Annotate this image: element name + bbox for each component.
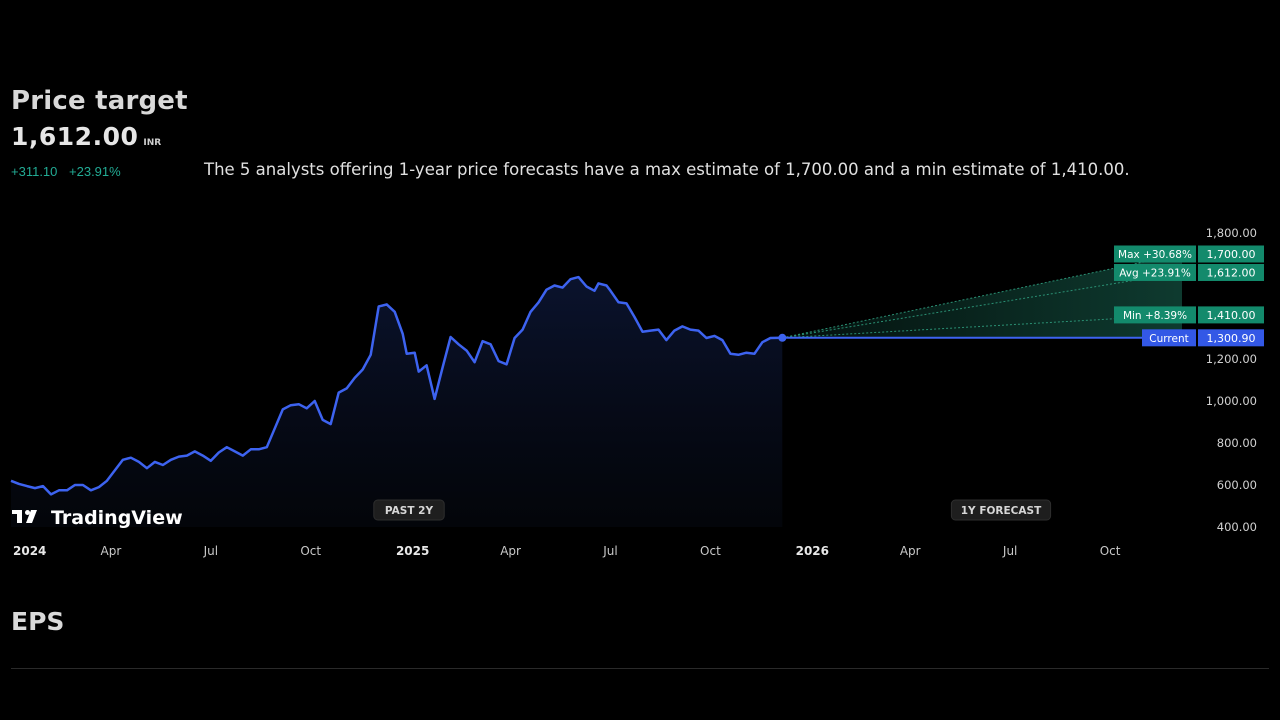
label-pct-bg (1142, 329, 1196, 347)
label-value-bg (1198, 263, 1264, 281)
period-badges: PAST 2Y 1Y FORECAST (373, 499, 1052, 521)
tradingview-logo-text: TradingView (51, 507, 183, 529)
x-tick-label: Jul (602, 544, 617, 558)
price-row: 1,612.00 INR (11, 122, 161, 151)
y-tick-label: 400.00 (1217, 520, 1257, 534)
x-axis: 2024 Apr Jul Oct 2025 Apr Jul Oct 2026 Apr Jul Oct (13, 544, 1121, 558)
past-period-badge: PAST 2Y (385, 505, 434, 517)
x-tick-label: Apr (900, 544, 921, 558)
x-tick-label: Oct (300, 544, 321, 558)
label-pct-bg (1114, 263, 1196, 281)
label-avg-pct: Avg +23.91% (1119, 267, 1191, 279)
label-value-bg (1198, 306, 1264, 324)
section-divider (11, 668, 1269, 669)
label-current-pct: Current (1149, 333, 1188, 345)
current-price-point (778, 333, 787, 342)
price-target-value: 1,612.00 (11, 122, 139, 151)
forecast-avg-line (782, 271, 1183, 339)
past-period-badge-bg (373, 499, 445, 521)
y-axis: 400.00 600.00 800.00 1,000.00 1,200.00 1,800.… (1206, 226, 1257, 534)
plot-area (10, 253, 1183, 527)
x-tick-label: 2025 (396, 544, 429, 558)
label-avg-value: 1,612.00 (1207, 266, 1256, 279)
forecast-period-badge-bg (950, 499, 1052, 521)
label-max-pct: Max +30.68% (1118, 249, 1192, 261)
eps-section-title: EPS (11, 607, 65, 636)
label-min-value: 1,410.00 (1207, 309, 1256, 322)
change-absolute: +311.10 (11, 164, 58, 179)
page-title: Price target (11, 86, 188, 116)
label-pct-bg (1114, 245, 1196, 263)
y-tick-label: 1,000.00 (1206, 394, 1257, 408)
x-tick-label: Oct (700, 544, 721, 558)
label-min-pct: Min +8.39% (1123, 310, 1187, 322)
past-price-line (10, 275, 783, 496)
x-tick-label: 2024 (13, 544, 46, 558)
change-percent: +23.91% (69, 164, 121, 179)
tradingview-logo: TradingView (12, 507, 183, 529)
forecast-period-badge: 1Y FORECAST (961, 505, 1042, 517)
x-tick-label: 2026 (796, 544, 829, 558)
analyst-summary: The 5 analysts offering 1-year price for… (204, 160, 1130, 179)
forecast-price-labels: Max +30.68% 1,700.00 Avg +23.91% 1,612.00 Mi… (1114, 245, 1264, 347)
x-tick-label: Apr (101, 544, 122, 558)
y-tick-label: 600.00 (1217, 478, 1257, 492)
past-price-area (11, 277, 783, 527)
label-current-value: 1,300.90 (1207, 332, 1256, 345)
x-tick-label: Oct (1100, 544, 1121, 558)
label-pct-bg (1114, 306, 1196, 324)
label-value-bg (1198, 329, 1264, 347)
price-target-chart[interactable]: 400.00 600.00 800.00 1,000.00 1,200.00 1,800.… (0, 215, 1280, 565)
x-tick-label: Apr (500, 544, 521, 558)
y-tick-label: 800.00 (1217, 436, 1257, 450)
label-value-bg (1198, 245, 1264, 263)
x-tick-label: Jul (1002, 544, 1017, 558)
price-change: +311.10 +23.91% (11, 164, 121, 179)
x-tick-label: Jul (203, 544, 218, 558)
y-tick-label: 1,800.00 (1206, 226, 1257, 240)
label-max-value: 1,700.00 (1207, 248, 1256, 261)
y-tick-label: 1,200.00 (1206, 352, 1257, 366)
tradingview-logo-icon (12, 510, 37, 523)
currency-label: INR (143, 138, 162, 148)
